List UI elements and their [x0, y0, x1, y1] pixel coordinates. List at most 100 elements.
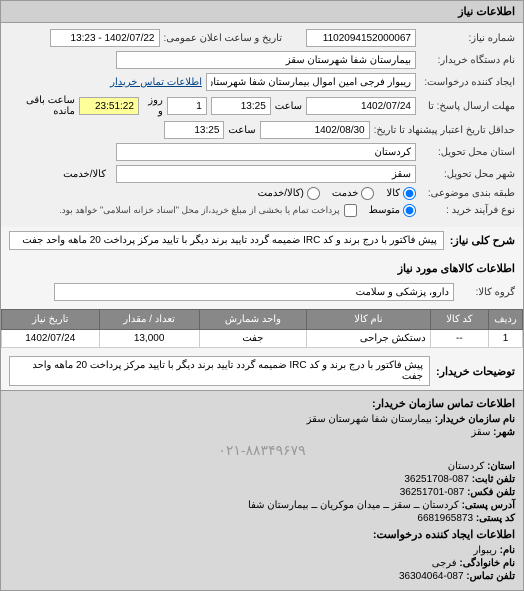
time-label-2: ساعت	[228, 125, 255, 136]
purchase-note: پرداخت تمام یا بخشی از مبلغ خرید،از محل …	[59, 205, 339, 216]
row-purchase-type: نوع فرآیند خرید : متوسط پرداخت تمام یا ب…	[9, 204, 515, 217]
cell-code: --	[430, 330, 488, 348]
fcity-value: سقز	[471, 427, 490, 438]
radio-goods-input[interactable]	[403, 187, 416, 200]
th-code: کد کالا	[430, 310, 488, 330]
creator-label: ایجاد کننده درخواست:	[420, 77, 515, 88]
footer-address: آدرس پستی: کردستان ــ سقز ــ میدان موکری…	[9, 500, 515, 511]
purchase-type-label: نوع فرآیند خرید :	[420, 205, 515, 216]
request-number-label: شماره نیاز:	[420, 33, 515, 44]
middle-option-label: متوسط	[369, 205, 400, 216]
row-city: شهر محل تحویل: کالا/خدمت	[9, 165, 515, 183]
address-value: کردستان ــ سقز ــ میدان موکریان ــ بیمار…	[248, 500, 459, 511]
footer-lname: نام خانوادگی: فرجی	[9, 558, 515, 569]
province-label: استان محل تحویل:	[420, 147, 515, 158]
radio-middle-input[interactable]	[403, 204, 416, 217]
goods-info-title: اطلاعات کالاهای مورد نیاز	[1, 258, 523, 279]
remaining-label: ساعت باقی مانده	[9, 95, 75, 117]
buyer-notes-label: توضیحات خریدار:	[436, 365, 515, 378]
radio-service-input[interactable]	[361, 187, 374, 200]
footer-city: شهر: سقز	[9, 427, 515, 438]
item-label: کالا/خدمت	[63, 169, 106, 180]
radio-both[interactable]: (کالا/خدمت	[258, 187, 320, 200]
validity-date-input[interactable]	[260, 121, 370, 139]
announce-label: تاریخ و ساعت اعلان عمومی:	[164, 33, 283, 44]
radio-goods[interactable]: کالا	[386, 187, 416, 200]
row-province: استان محل تحویل:	[9, 143, 515, 161]
radio-both-input[interactable]	[307, 187, 320, 200]
service-option-label: خدمت	[332, 188, 359, 199]
th-name: نام کالا	[307, 310, 431, 330]
th-row: ردیف	[489, 310, 523, 330]
buyer-device-label: نام دستگاه خریدار:	[420, 55, 515, 66]
header-bar: اطلاعات نیاز	[1, 1, 523, 23]
creator-input[interactable]	[206, 73, 416, 91]
cell-name: دستکش جراحی	[307, 330, 431, 348]
org-label: نام سازمان خریدار:	[435, 414, 515, 425]
full-desc-box: پیش فاکتور با درج برند و کد IRC ضمیمه گر…	[9, 231, 444, 250]
full-desc-label: شرح کلی نیاز:	[450, 234, 515, 247]
buyer-notes-row: توضیحات خریدار: پیش فاکتور با درج برند و…	[1, 352, 523, 390]
fax-value: 087-36251701	[400, 487, 465, 498]
fname-label: نام:	[500, 545, 515, 556]
footer-title: اطلاعات تماس سازمان خریدار:	[9, 397, 515, 410]
fprovince-label: استان:	[487, 461, 515, 472]
goods-option-label: کالا	[386, 188, 400, 199]
request-number-input[interactable]	[306, 29, 416, 47]
payment-checkbox[interactable]	[344, 204, 357, 217]
phone-value: 087-36251708	[404, 474, 469, 485]
time-remaining-input[interactable]	[79, 97, 139, 115]
cell-unit: جفت	[199, 330, 306, 348]
contact-phone-value: 087-36304064	[399, 571, 464, 582]
radio-service[interactable]: خدمت	[332, 187, 375, 200]
footer-province: استان: کردستان	[9, 461, 515, 472]
deadline-time-input[interactable]	[211, 97, 271, 115]
fname-value: ریبوار	[473, 545, 496, 556]
lname-label: نام خانوادگی:	[459, 558, 515, 569]
validity-time-input[interactable]	[164, 121, 224, 139]
deadline-date-input[interactable]	[306, 97, 416, 115]
table-row[interactable]: 1 -- دستکش جراحی جفت 13,000 1402/07/24	[2, 330, 523, 348]
footer-org: نام سازمان خریدار: بیمارستان شفا شهرستان…	[9, 414, 515, 425]
cell-qty: 13,000	[99, 330, 199, 348]
row-buyer-device: نام دستگاه خریدار:	[9, 51, 515, 69]
group-row: گروه کالا:	[1, 279, 523, 305]
announce-input[interactable]	[50, 29, 160, 47]
full-desc-row: شرح کلی نیاز: پیش فاکتور با درج برند و ک…	[1, 227, 523, 254]
phone-label: تلفن ثابت:	[472, 474, 515, 485]
row-deadline: مهلت ارسال پاسخ: تا ساعت روز و ساعت باقی…	[9, 95, 515, 117]
th-qty: تعداد / مقدار	[99, 310, 199, 330]
row-creator: ایجاد کننده درخواست: اطلاعات تماس خریدار	[9, 73, 515, 91]
cell-row: 1	[489, 330, 523, 348]
buyer-device-input[interactable]	[116, 51, 416, 69]
table-header-row: ردیف کد کالا نام کالا واحد شمارش تعداد /…	[2, 310, 523, 330]
city-input[interactable]	[116, 165, 416, 183]
goods-table: ردیف کد کالا نام کالا واحد شمارش تعداد /…	[1, 309, 523, 348]
contact-link[interactable]: اطلاعات تماس خریدار	[110, 77, 202, 88]
main-container: اطلاعات نیاز شماره نیاز: تاریخ و ساعت اع…	[0, 0, 524, 591]
group-input[interactable]	[54, 283, 454, 301]
category-label: طبقه بندی موضوعی:	[420, 188, 515, 199]
validity-label: حداقل تاریخ اعتبار پیشنهاد تا تاریخ:	[374, 125, 515, 136]
fax-label: تلفن فکس:	[467, 487, 515, 498]
city-label: شهر محل تحویل:	[420, 169, 515, 180]
contact-phone-label: تلفن تماس:	[466, 571, 515, 582]
org-value: بیمارستان شفا شهرستان سقز	[307, 414, 432, 425]
footer-phone: تلفن ثابت: 087-36251708	[9, 474, 515, 485]
radio-middle[interactable]: متوسط	[369, 204, 416, 217]
province-input[interactable]	[116, 143, 416, 161]
row-category: طبقه بندی موضوعی: کالا خدمت (کالا/خدمت	[9, 187, 515, 200]
cell-date: 1402/07/24	[2, 330, 100, 348]
days-remaining-input[interactable]	[167, 97, 207, 115]
postal-label: کد پستی:	[476, 513, 515, 524]
footer-section: اطلاعات تماس سازمان خریدار: نام سازمان خ…	[1, 390, 523, 590]
form-section: شماره نیاز: تاریخ و ساعت اعلان عمومی: نا…	[1, 23, 523, 227]
deadline-label: مهلت ارسال پاسخ: تا	[420, 101, 515, 112]
footer-contact-phone: تلفن تماس: 087-36304064	[9, 571, 515, 582]
time-label-1: ساعت	[275, 101, 302, 112]
th-date: تاریخ نیاز	[2, 310, 100, 330]
row-request-number: شماره نیاز: تاریخ و ساعت اعلان عمومی:	[9, 29, 515, 47]
footer-postal: کد پستی: 6681965873	[9, 513, 515, 524]
row-validity: حداقل تاریخ اعتبار پیشنهاد تا تاریخ: ساع…	[9, 121, 515, 139]
watermark-numbers: ۰۲۱-۸۸۳۴۹۶۷۹	[9, 440, 515, 461]
